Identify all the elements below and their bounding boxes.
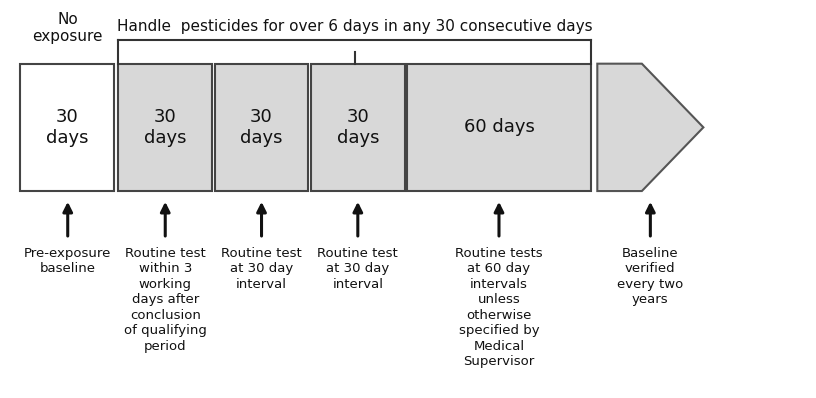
Text: Handle  pesticides for over 6 days in any 30 consecutive days: Handle pesticides for over 6 days in any… xyxy=(118,19,592,34)
Text: 30
days: 30 days xyxy=(144,108,187,147)
Text: Baseline
verified
every two
years: Baseline verified every two years xyxy=(617,247,684,306)
Text: Pre-exposure
baseline: Pre-exposure baseline xyxy=(24,247,112,275)
Bar xyxy=(20,64,114,191)
Text: 60 days: 60 days xyxy=(463,118,534,137)
Text: 30
days: 30 days xyxy=(240,108,283,147)
Text: Routine tests
at 60 day
intervals
unless
otherwise
specified by
Medical
Supervis: Routine tests at 60 day intervals unless… xyxy=(455,247,543,368)
Text: 30
days: 30 days xyxy=(46,108,89,147)
Bar xyxy=(118,64,212,191)
Text: Routine test
at 30 day
interval: Routine test at 30 day interval xyxy=(221,247,302,291)
Bar xyxy=(407,64,591,191)
Text: 30
days: 30 days xyxy=(336,108,379,147)
Polygon shape xyxy=(597,64,703,191)
Text: Routine test
within 3
working
days after
conclusion
of qualifying
period: Routine test within 3 working days after… xyxy=(124,247,206,353)
Bar xyxy=(311,64,405,191)
Text: Routine test
at 30 day
interval: Routine test at 30 day interval xyxy=(317,247,398,291)
Text: No
exposure: No exposure xyxy=(33,12,103,44)
Bar xyxy=(215,64,308,191)
